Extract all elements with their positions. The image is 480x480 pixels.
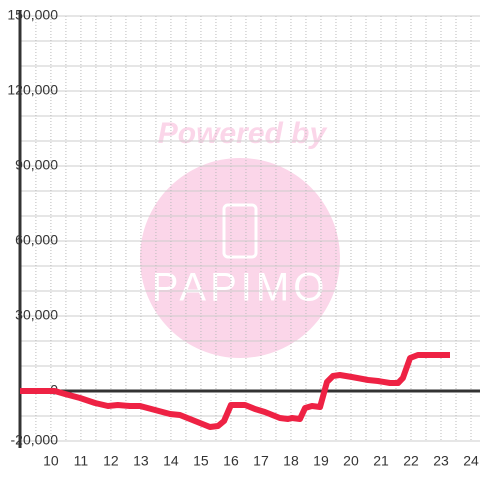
x-tick-label: 14 <box>163 453 179 469</box>
y-tick-label: 60,000 <box>15 232 58 248</box>
x-tick-label: 20 <box>343 453 359 469</box>
x-tick-label: 24 <box>463 453 479 469</box>
x-tick-label: 23 <box>433 453 449 469</box>
x-tick-label: 11 <box>74 453 89 469</box>
x-tick-label: 18 <box>283 453 299 469</box>
y-tick-label: 90,000 <box>15 157 58 173</box>
y-tick-label: 150,000 <box>7 7 58 23</box>
watermark-brand: PAPIMO <box>152 266 329 310</box>
x-tick-label: 21 <box>373 453 389 469</box>
x-tick-label: 19 <box>313 453 329 469</box>
x-tick-label: 10 <box>43 453 59 469</box>
x-tick-label: 17 <box>253 453 269 469</box>
y-tick-label: -20,000 <box>11 432 59 448</box>
watermark-icon <box>222 203 258 259</box>
series-line <box>20 352 450 430</box>
x-tick-label: 13 <box>133 453 149 469</box>
x-tick-label: 22 <box>403 453 419 469</box>
y-tick-label: 30,000 <box>15 307 58 323</box>
x-tick-label: 15 <box>193 453 209 469</box>
y-tick-label: 120,000 <box>7 82 58 98</box>
watermark-title: Powered by <box>158 117 328 150</box>
x-tick-label: 16 <box>223 453 239 469</box>
x-tick-label: 12 <box>103 453 119 469</box>
